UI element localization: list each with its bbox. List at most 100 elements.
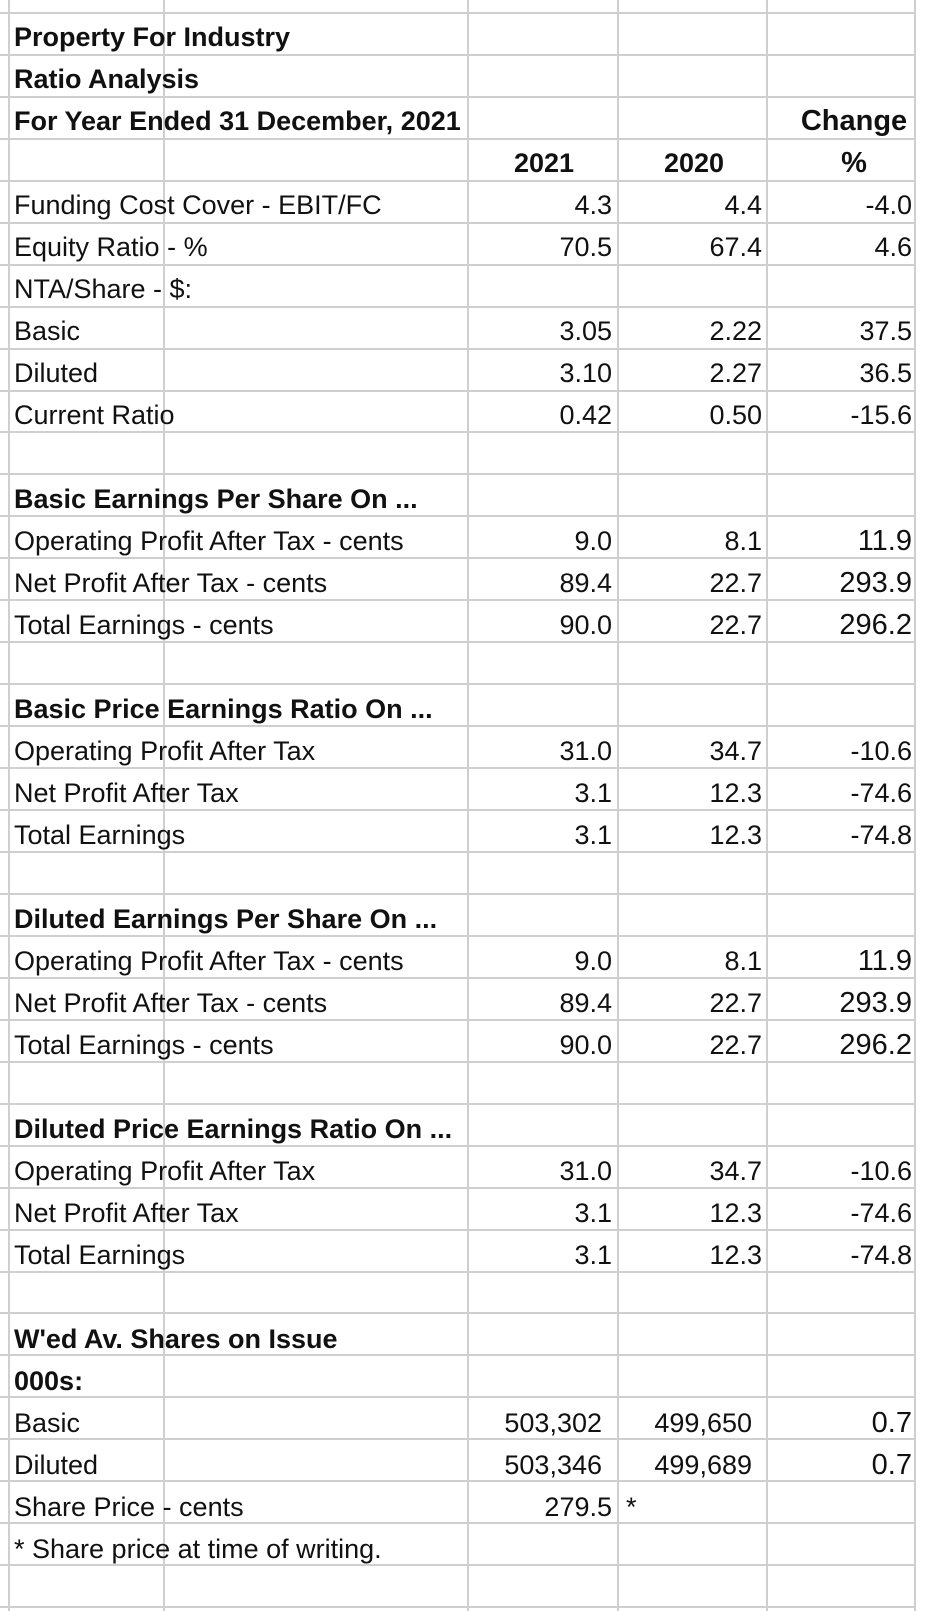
value-2021: 9.0 — [574, 526, 612, 556]
value-change: 36.5 — [859, 358, 912, 388]
row-gridline — [0, 893, 916, 895]
value-2021: 503,346 — [504, 1450, 602, 1480]
value-2021: 3.1 — [574, 1240, 612, 1270]
row-gridline — [0, 1396, 916, 1398]
value-2020: 34.7 — [709, 736, 762, 766]
value-change: 37.5 — [859, 316, 912, 346]
value-2021: 89.4 — [559, 988, 612, 1018]
row-label: Operating Profit After Tax — [14, 1156, 316, 1186]
value-2021: 90.0 — [559, 610, 612, 640]
row-gridline — [0, 264, 916, 266]
value-change: 11.9 — [857, 525, 912, 557]
value-2021: 70.5 — [559, 232, 612, 262]
value-2021: 3.05 — [559, 316, 612, 346]
row-gridline — [0, 12, 916, 14]
row-label: Operating Profit After Tax - cents — [14, 526, 404, 556]
row-gridline — [0, 515, 916, 517]
row-gridline — [0, 683, 916, 685]
value-2021: 31.0 — [559, 1156, 612, 1186]
report-title: Property For Industry — [14, 22, 291, 52]
column-gridline — [467, 0, 469, 1611]
row-gridline — [0, 851, 916, 853]
value-change: -74.8 — [850, 820, 912, 850]
row-gridline — [0, 1103, 916, 1105]
row-label: Current Ratio — [14, 400, 175, 430]
row-gridline — [0, 1522, 916, 1524]
row-gridline — [0, 641, 916, 643]
column-gridline — [8, 0, 10, 1611]
section-header: W'ed Av. Shares on Issue — [14, 1324, 338, 1354]
value-2020: 12.3 — [709, 820, 762, 850]
row-label: Net Profit After Tax — [14, 1198, 239, 1228]
row-gridline — [0, 1438, 916, 1440]
row-gridline — [0, 1480, 916, 1482]
value-change: 293.9 — [839, 987, 912, 1019]
value-2021: 31.0 — [559, 736, 612, 766]
row-gridline — [0, 138, 916, 140]
value-change: -4.0 — [865, 190, 912, 220]
value-2020: 67.4 — [709, 232, 762, 262]
value-change: -10.6 — [850, 736, 912, 766]
row-gridline — [0, 557, 916, 559]
value-2020: 22.7 — [709, 568, 762, 598]
value-2020: 34.7 — [709, 1156, 762, 1186]
section-header: Diluted Earnings Per Share On ... — [14, 904, 438, 934]
year-2021-header: 2021 — [513, 148, 575, 178]
value-2021: 0.42 — [559, 400, 612, 430]
row-label: Diluted — [14, 358, 99, 388]
change-header: Change — [800, 105, 908, 137]
row-gridline — [0, 431, 916, 433]
value-2020: 22.7 — [709, 1030, 762, 1060]
row-gridline — [0, 1354, 916, 1356]
value-2021: 3.10 — [559, 358, 612, 388]
row-gridline — [0, 348, 916, 350]
row-label: Basic — [14, 316, 81, 346]
value-2020: 2.27 — [709, 358, 762, 388]
row-label: Total Earnings — [14, 1240, 186, 1270]
value-2020: 499,689 — [654, 1450, 752, 1480]
value-change: -10.6 — [850, 1156, 912, 1186]
row-gridline — [0, 390, 916, 392]
row-label: NTA/Share - $: — [14, 274, 193, 304]
value-2021: 9.0 — [574, 946, 612, 976]
value-2021: 4.3 — [574, 190, 612, 220]
row-label: Operating Profit After Tax — [14, 736, 316, 766]
value-2021: 89.4 — [559, 568, 612, 598]
row-label: Operating Profit After Tax - cents — [14, 946, 404, 976]
row-label: Net Profit After Tax — [14, 778, 239, 808]
row-gridline — [0, 96, 916, 98]
row-label: Total Earnings - cents — [14, 610, 274, 640]
value-2021: 279.5 — [544, 1492, 612, 1522]
value-2020: 499,650 — [654, 1408, 752, 1438]
column-gridline — [766, 0, 768, 1611]
row-label: Share Price - cents — [14, 1492, 244, 1522]
value-change: 0.7 — [871, 1449, 912, 1481]
row-gridline — [0, 977, 916, 979]
section-header: Basic Price Earnings Ratio On ... — [14, 694, 433, 724]
report-subtitle: Ratio Analysis — [14, 64, 200, 94]
value-change: 0.7 — [871, 1407, 912, 1439]
row-gridline — [0, 599, 916, 601]
row-label: Basic — [14, 1408, 81, 1438]
row-gridline — [0, 1061, 916, 1063]
value-change: 4.6 — [874, 232, 912, 262]
row-label: Total Earnings - cents — [14, 1030, 274, 1060]
row-gridline — [0, 1145, 916, 1147]
value-change: -74.6 — [850, 778, 912, 808]
value-2020: 8.1 — [724, 526, 762, 556]
row-label: Funding Cost Cover - EBIT/FC — [14, 190, 382, 220]
year-2020-header: 2020 — [663, 148, 725, 178]
value-2021: 3.1 — [574, 1198, 612, 1228]
row-gridline — [0, 1312, 916, 1314]
report-period: For Year Ended 31 December, 2021 — [14, 106, 461, 136]
row-label: Total Earnings — [14, 820, 186, 850]
column-gridline — [617, 0, 619, 1611]
row-label: Net Profit After Tax - cents — [14, 988, 328, 1018]
row-gridline — [0, 306, 916, 308]
value-change: -74.6 — [850, 1198, 912, 1228]
row-gridline — [0, 767, 916, 769]
value-2020: 0.50 — [709, 400, 762, 430]
row-label: Equity Ratio - % — [14, 232, 208, 262]
section-header: Basic Earnings Per Share On ... — [14, 484, 418, 514]
